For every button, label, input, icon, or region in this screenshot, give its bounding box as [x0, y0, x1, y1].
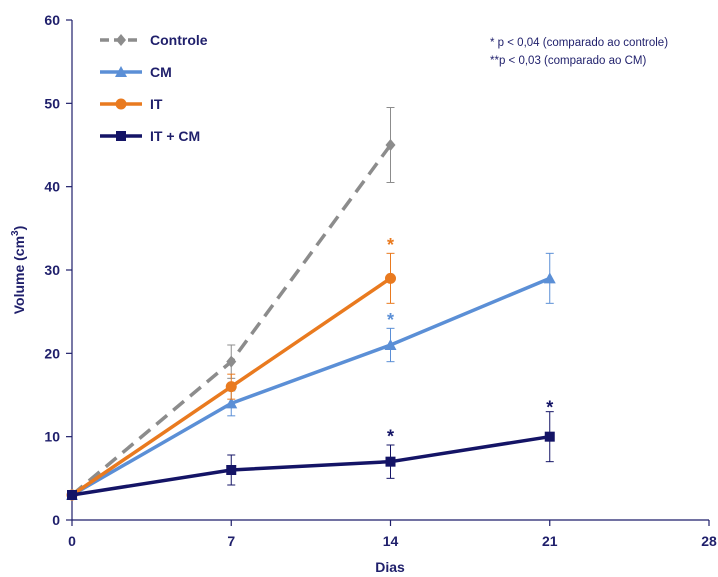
series-line [70, 143, 392, 497]
y-tick-label: 10 [44, 429, 60, 445]
data-point [544, 431, 555, 442]
data-point [225, 397, 238, 409]
annotation-2: **p < 0,03 (comparado ao CM) [490, 55, 646, 67]
y-tick-label: 40 [44, 179, 60, 195]
x-tick-label: 21 [542, 533, 558, 549]
data-point [385, 456, 396, 467]
legend-label: IT + CM [150, 128, 200, 144]
y-tick-label: 20 [44, 345, 60, 361]
data-point [543, 272, 556, 284]
legend-marker [115, 66, 127, 77]
x-axis-label: Dias [375, 559, 405, 575]
y-tick-label: 0 [52, 512, 60, 528]
axes: 0 10 20 30 40 50 60 0 7 14 21 28 [44, 12, 717, 549]
data-point [226, 465, 237, 475]
data-point [384, 339, 397, 350]
x-tick-label: 0 [68, 533, 76, 549]
y-tick-label: 60 [44, 12, 60, 28]
data-point [385, 139, 396, 151]
annotation-1: * p < 0,04 (comparado ao controle) [490, 37, 668, 49]
series-2: * [66, 235, 396, 501]
legend-item-1: CM [100, 64, 172, 80]
legend-marker [116, 131, 126, 141]
series-0 [67, 107, 396, 501]
y-tick-label: 30 [44, 262, 60, 278]
legend-marker [116, 34, 126, 46]
data-point [225, 381, 237, 393]
legend-label: Controle [150, 32, 208, 48]
legend-marker [115, 98, 127, 110]
legend-label: CM [150, 64, 172, 80]
significance-star: * [387, 427, 394, 447]
series-line [71, 434, 551, 497]
series-line [71, 276, 551, 497]
series-layer: **** [66, 107, 556, 501]
legend: Controle CM IT IT + CM [100, 32, 208, 144]
legend-item-3: IT + CM [100, 128, 200, 144]
annotations: * p < 0,04 (comparado ao controle) **p <… [490, 37, 668, 67]
legend-item-2: IT [100, 96, 163, 112]
y-axis-label: Volume (cm3) [10, 226, 27, 315]
series-3: ** [67, 397, 555, 500]
data-point [385, 272, 396, 284]
significance-star: * [546, 397, 553, 417]
x-tick-label: 7 [227, 533, 235, 549]
significance-star: * [387, 310, 394, 330]
legend-item-0: Controle [100, 32, 208, 48]
x-tick-label: 28 [701, 533, 717, 549]
data-point [67, 490, 77, 500]
legend-label: IT [150, 96, 163, 112]
x-tick-label: 14 [383, 533, 399, 549]
y-tick-label: 50 [44, 95, 60, 111]
significance-star: * [387, 235, 394, 255]
data-point [226, 355, 237, 368]
series-1: * [66, 252, 556, 500]
